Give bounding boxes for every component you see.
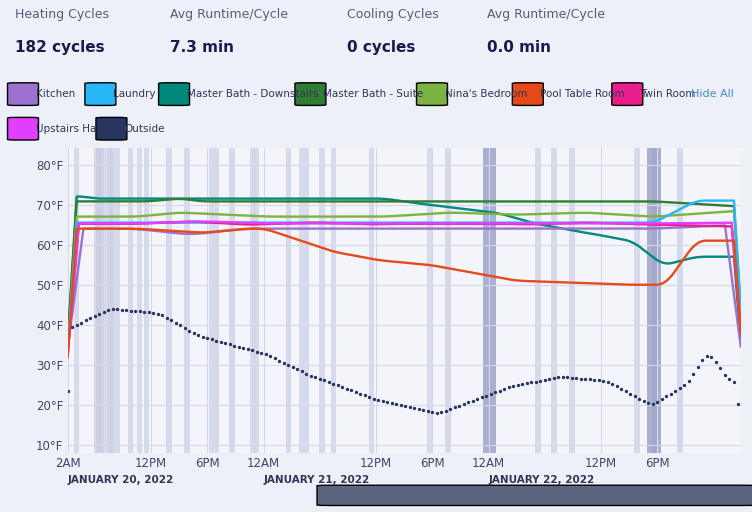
Bar <box>229 148 235 453</box>
Bar <box>304 148 309 453</box>
Bar <box>569 148 575 453</box>
Bar <box>286 148 291 453</box>
Text: Nina's Bedroom: Nina's Bedroom <box>444 89 527 99</box>
Text: JANUARY 20, 2022: JANUARY 20, 2022 <box>68 475 174 485</box>
FancyBboxPatch shape <box>417 83 447 105</box>
Text: Laundry: Laundry <box>113 89 156 99</box>
Bar <box>299 148 305 453</box>
Bar <box>250 148 255 453</box>
FancyBboxPatch shape <box>8 117 38 140</box>
Bar <box>103 148 108 453</box>
Bar <box>96 148 102 453</box>
Text: Outside: Outside <box>124 124 165 134</box>
Text: 0.0 min: 0.0 min <box>487 40 550 55</box>
Bar <box>678 148 683 453</box>
FancyBboxPatch shape <box>85 83 116 105</box>
Bar <box>214 148 219 453</box>
Bar <box>635 148 640 453</box>
Bar <box>320 148 325 453</box>
Text: Pool Table Room: Pool Table Room <box>541 89 625 99</box>
Bar <box>445 148 450 453</box>
Bar <box>427 148 433 453</box>
Bar <box>209 148 214 453</box>
Bar <box>94 148 100 453</box>
FancyBboxPatch shape <box>612 83 643 105</box>
Text: JANUARY 21, 2022: JANUARY 21, 2022 <box>263 475 370 485</box>
Bar <box>184 148 190 453</box>
Bar <box>99 148 104 453</box>
Bar <box>483 148 496 453</box>
FancyBboxPatch shape <box>159 83 190 105</box>
Text: Hide All: Hide All <box>690 89 733 99</box>
FancyBboxPatch shape <box>8 83 38 105</box>
Bar <box>254 148 259 453</box>
Text: Twin Room: Twin Room <box>640 89 695 99</box>
Bar <box>647 148 661 453</box>
FancyBboxPatch shape <box>317 485 752 505</box>
Text: Avg Runtime/Cycle: Avg Runtime/Cycle <box>487 8 605 22</box>
Text: Master Bath - Suite: Master Bath - Suite <box>323 89 423 99</box>
Text: 7.3 min: 7.3 min <box>170 40 234 55</box>
Bar <box>110 148 115 453</box>
Bar <box>114 148 120 453</box>
Text: Kitchen: Kitchen <box>35 89 74 99</box>
Text: Heating Cycles: Heating Cycles <box>15 8 109 22</box>
Text: Avg Runtime/Cycle: Avg Runtime/Cycle <box>170 8 288 22</box>
Bar <box>369 148 374 453</box>
Bar <box>653 148 658 453</box>
Text: 0 cycles: 0 cycles <box>347 40 415 55</box>
Bar <box>108 148 113 453</box>
Text: Cooling Cycles: Cooling Cycles <box>347 8 438 22</box>
Bar <box>166 148 171 453</box>
Bar <box>144 148 149 453</box>
FancyBboxPatch shape <box>295 83 326 105</box>
Bar <box>74 148 80 453</box>
FancyBboxPatch shape <box>96 117 127 140</box>
Text: 182 cycles: 182 cycles <box>15 40 105 55</box>
Text: Master Bath - Downstairs: Master Bath - Downstairs <box>186 89 318 99</box>
Text: Upstairs Hallway: Upstairs Hallway <box>35 124 123 134</box>
Bar <box>551 148 556 453</box>
Bar <box>535 148 541 453</box>
Bar <box>331 148 336 453</box>
Bar <box>137 148 142 453</box>
FancyBboxPatch shape <box>512 83 543 105</box>
Text: JANUARY 22, 2022: JANUARY 22, 2022 <box>489 475 595 485</box>
Bar <box>128 148 133 453</box>
